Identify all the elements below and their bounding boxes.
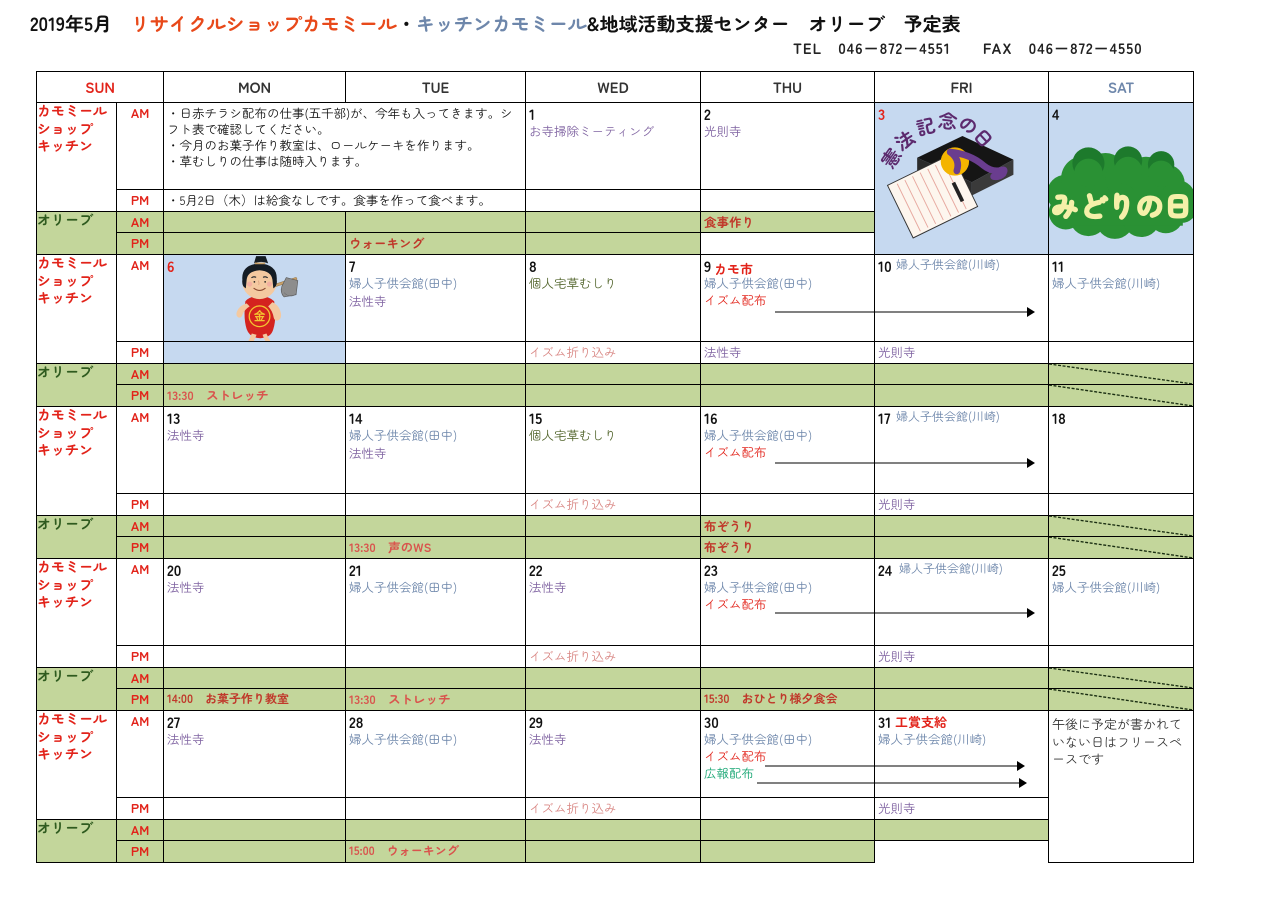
svg-text:記: 記 (913, 111, 938, 142)
svg-text:みどりの日: みどりの日 (1051, 185, 1193, 226)
svg-text:金: 金 (253, 309, 266, 323)
